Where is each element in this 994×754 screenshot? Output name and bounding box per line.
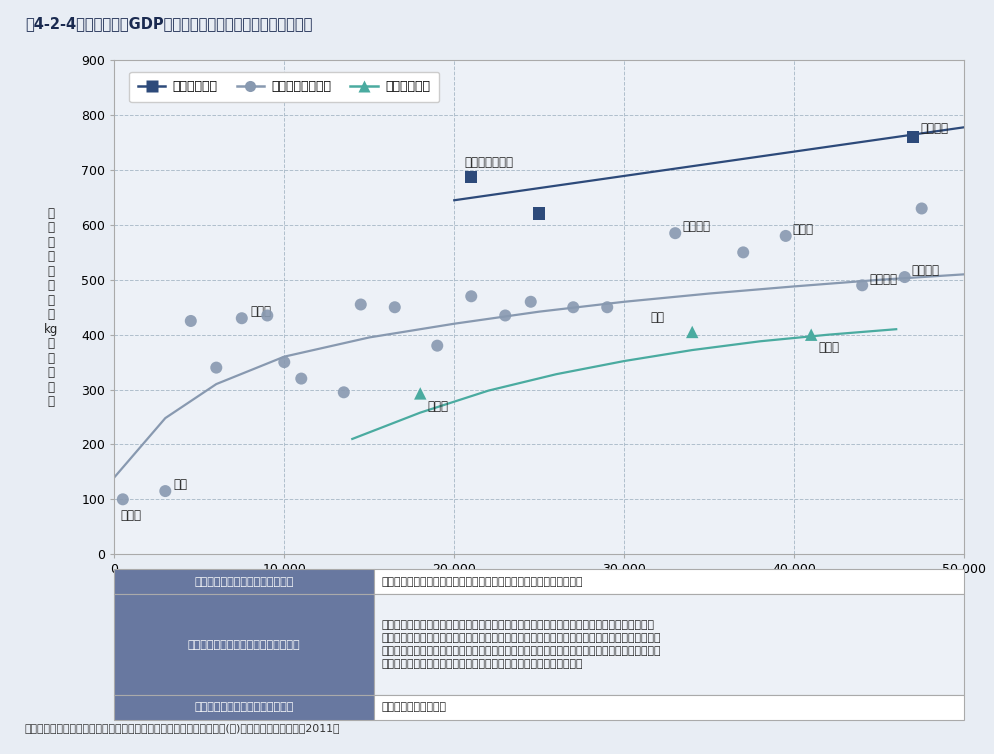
Text: 中国、ブラジル、南アフリカ、ロシア、トルコ、メキシコ、ポーランド、ニュージーランド、
ハンガリー、スロバキア、エストニア、韓国、ポルトガル、スロベニア、ギリシャ: 中国、ブラジル、南アフリカ、ロシア、トルコ、メキシコ、ポーランド、ニュージーラン…	[382, 620, 661, 670]
Point	[234, 312, 249, 324]
Legend: 高いグループ, 平均的なグループ, 低いグループ: 高いグループ, 平均的なグループ, 低いグループ	[129, 72, 439, 102]
Text: フランス: フランス	[869, 272, 898, 286]
Text: オーストラリア、イスラエル、アメリカ、デンマーク、アイルランド: オーストラリア、イスラエル、アメリカ、デンマーク、アイルランド	[382, 577, 582, 587]
Text: イタリア: イタリア	[682, 220, 710, 234]
Point	[259, 309, 275, 321]
Text: 日本、チェコ、カナダ: 日本、チェコ、カナダ	[382, 703, 446, 713]
Point	[913, 203, 929, 215]
Point	[736, 247, 751, 259]
Point	[667, 227, 683, 239]
Point	[684, 326, 700, 338]
Text: 都市ごみの発生量が高いグループ: 都市ごみの発生量が高いグループ	[194, 577, 293, 587]
Text: インド: インド	[120, 509, 141, 522]
Text: アメリカ: アメリカ	[920, 121, 948, 134]
Text: 図4-2-4　一人当たりGDPと都市ごみ排出量の相関関係について: 図4-2-4 一人当たりGDPと都市ごみ排出量の相関関係について	[25, 17, 312, 32]
Point	[463, 290, 479, 302]
Point	[463, 171, 479, 183]
Point	[497, 309, 513, 321]
Point	[854, 279, 870, 291]
Point	[183, 315, 199, 327]
Point	[387, 301, 403, 314]
Text: ドイツ: ドイツ	[792, 223, 814, 236]
Point	[599, 301, 615, 314]
Text: カナダ: カナダ	[818, 342, 839, 354]
Point	[353, 299, 369, 311]
Point	[429, 339, 445, 351]
Text: 都市ごみの発生量が平均的なグループ: 都市ごみの発生量が平均的なグループ	[188, 639, 300, 650]
Point	[906, 131, 921, 143]
Text: ロシア: ロシア	[250, 305, 271, 318]
Text: 出典：世界の廃棄物発生量の推定と将来予測に関する研究（田中勝（(株)廃棄物工学研究所），2011）: 出典：世界の廃棄物発生量の推定と将来予測に関する研究（田中勝（(株)廃棄物工学研…	[25, 723, 340, 733]
Point	[157, 485, 173, 497]
Point	[566, 301, 581, 314]
Text: 都市ごみの発生量が低いグループ: 都市ごみの発生量が低いグループ	[194, 703, 293, 713]
Point	[413, 388, 428, 400]
Text: チェコ: チェコ	[427, 400, 448, 413]
Point	[897, 271, 912, 283]
Text: イギリス: イギリス	[911, 265, 939, 277]
X-axis label: GDP（ドル／人・年）: GDP（ドル／人・年）	[493, 584, 585, 598]
Point	[115, 493, 131, 505]
Point	[777, 230, 793, 242]
Point	[293, 372, 309, 385]
Text: 中国: 中国	[174, 478, 188, 492]
Point	[532, 207, 548, 219]
Point	[276, 356, 292, 368]
Point	[523, 296, 539, 308]
Text: 日本: 日本	[650, 311, 665, 323]
Text: オーストラリア: オーストラリア	[464, 156, 513, 169]
Text: 都
市
ご
み
排
出
量
（
kg
／
人
・
年
）: 都 市 ご み 排 出 量 （ kg ／ 人 ・ 年 ）	[44, 207, 58, 408]
Point	[336, 386, 352, 398]
Point	[803, 329, 819, 341]
Point	[209, 362, 225, 374]
